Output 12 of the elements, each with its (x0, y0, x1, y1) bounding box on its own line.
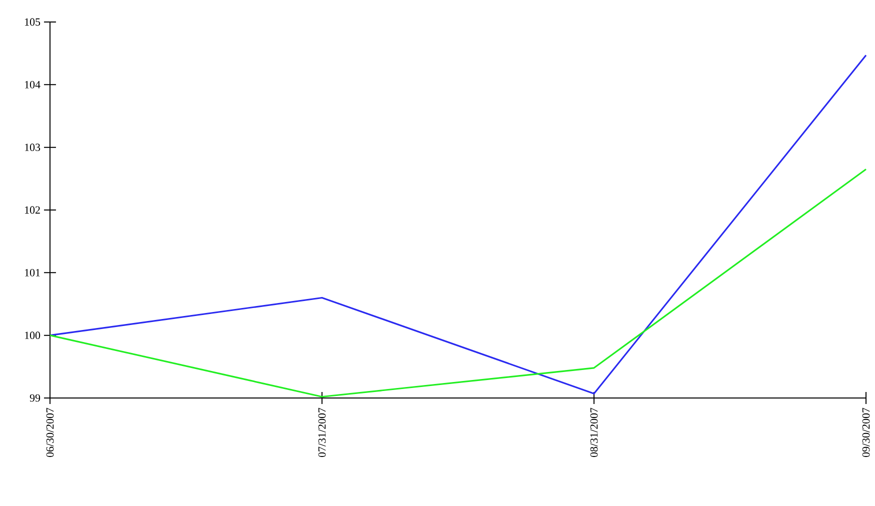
y-tick-label: 99 (30, 394, 40, 402)
line-series (49, 54, 867, 394)
y-tick-label: 104 (25, 80, 40, 88)
x-tick-label: 06/30/2007 (46, 408, 54, 457)
x-tick-label: 07/31/2007 (318, 408, 326, 457)
y-tick-label: 101 (25, 268, 40, 276)
x-tick-label: 09/30/2007 (862, 408, 870, 457)
y-tick-label: 100 (25, 332, 40, 340)
y-tick-label: 102 (25, 206, 40, 214)
y-tick-label: 103 (25, 144, 40, 152)
y-tick-label: 105 (25, 18, 40, 26)
x-tick-label: 08/31/2007 (590, 408, 598, 457)
